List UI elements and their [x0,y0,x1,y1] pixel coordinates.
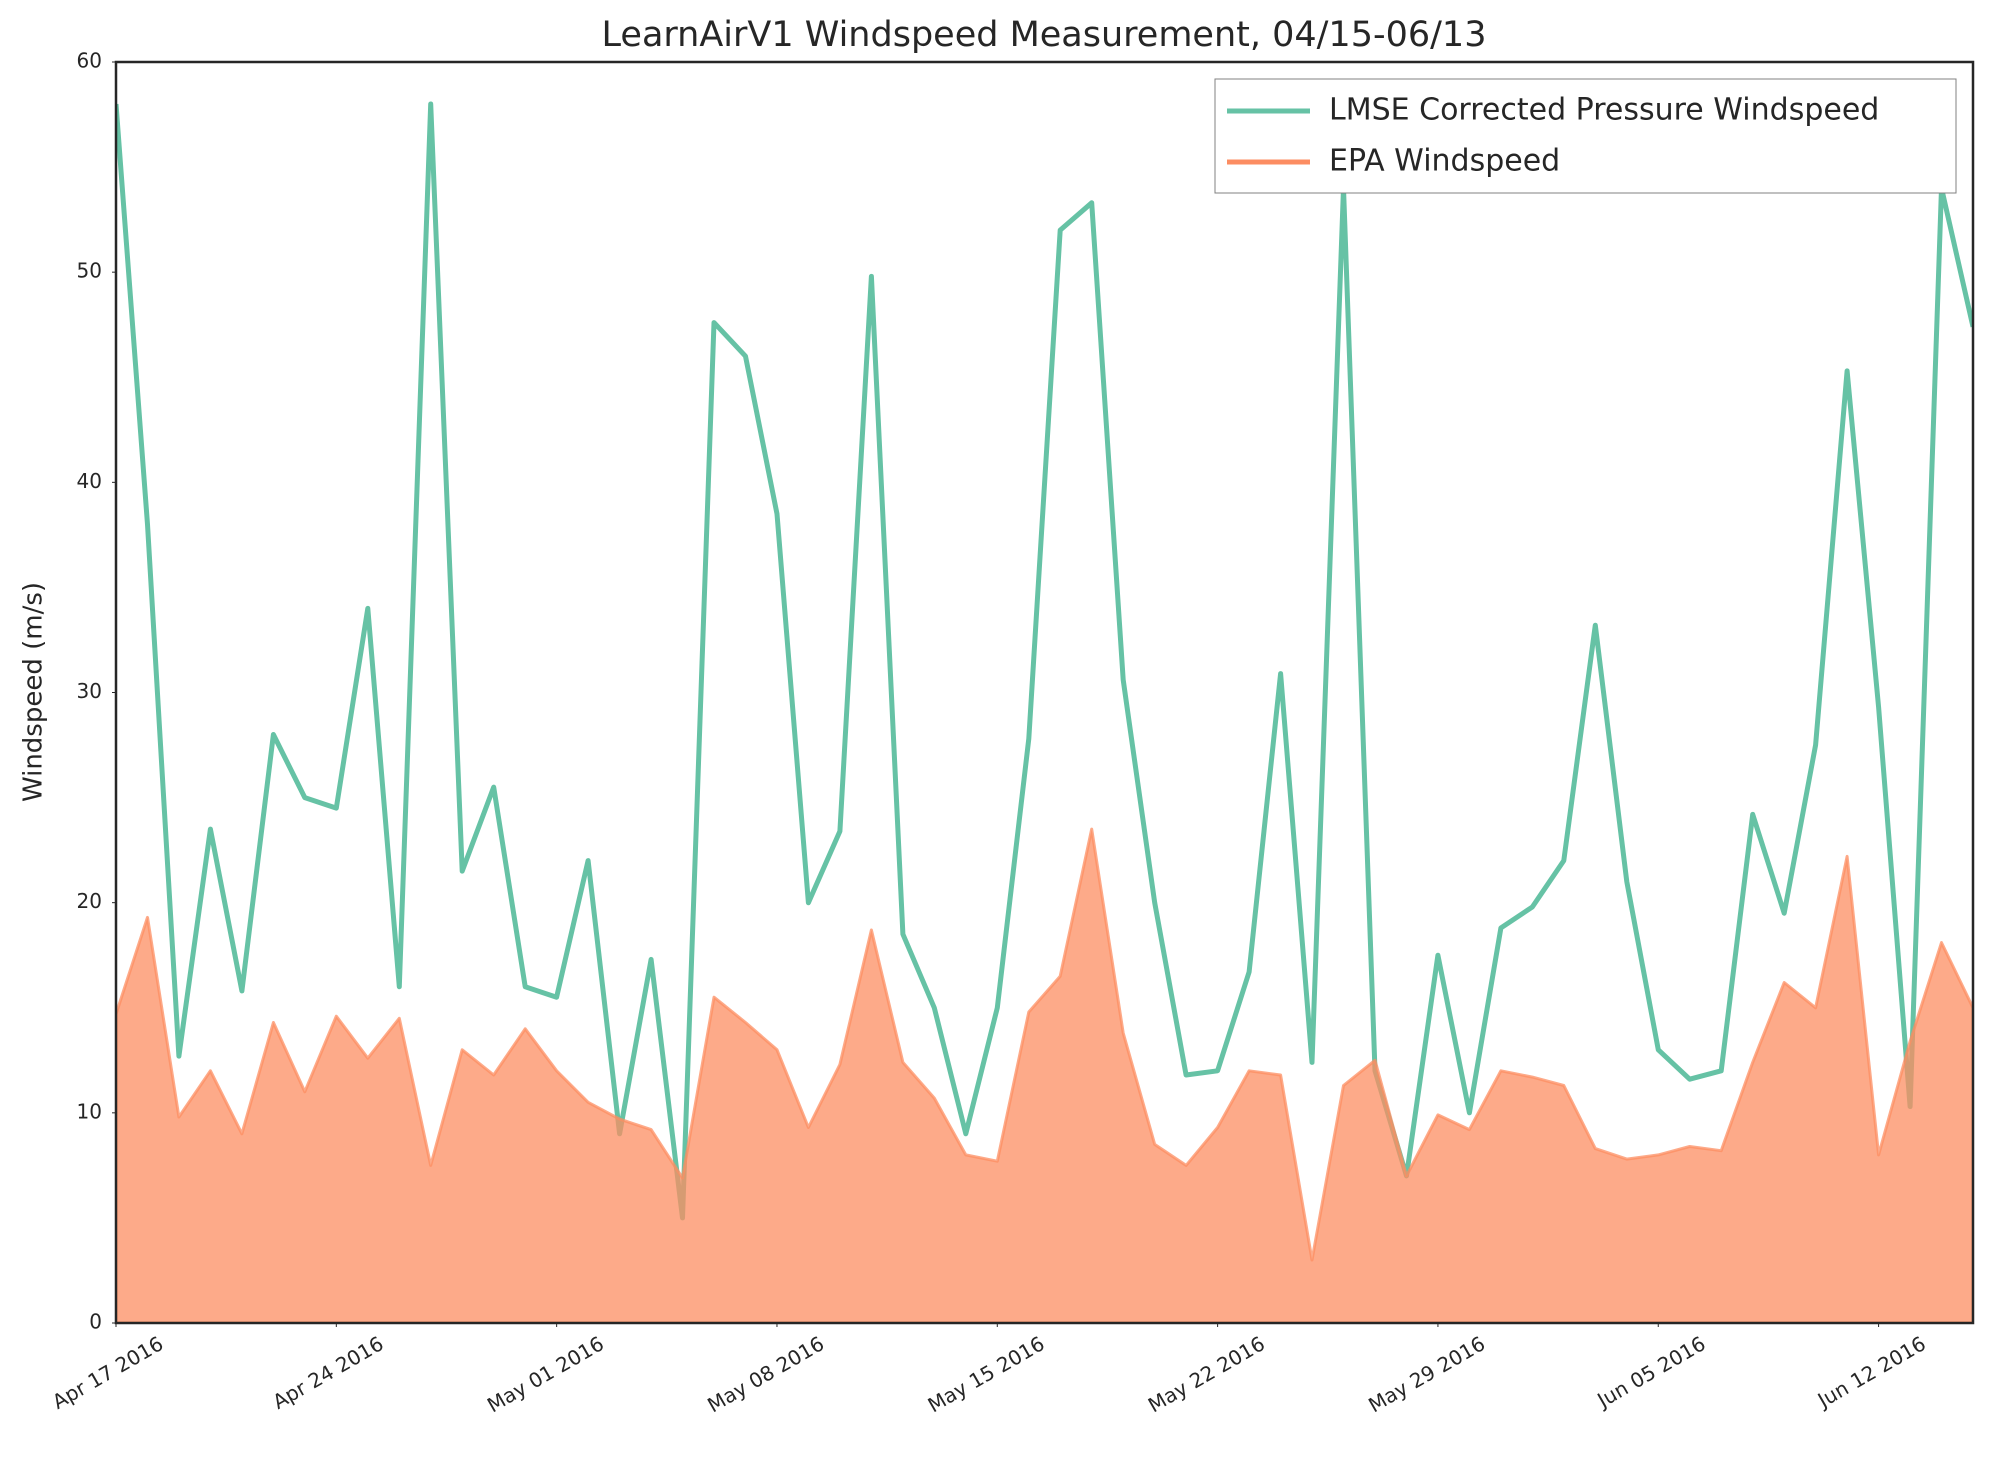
legend-label: EPA Windspeed [1329,144,1560,179]
plot-area [116,101,1973,1323]
x-tick-label: May 01 2016 [483,1331,608,1417]
series-line [116,101,1973,1221]
chart-title: LearnAirV1 Windspeed Measurement, 04/15-… [602,15,1487,55]
y-tick-label: 0 [89,1310,102,1334]
y-tick-label: 50 [77,259,102,283]
legend-box [1214,78,1957,194]
x-tick-label: May 15 2016 [924,1331,1049,1417]
x-tick-label: May 08 2016 [703,1331,828,1417]
series-area [116,827,1973,1323]
y-tick-label: 60 [77,49,102,73]
legend-label: LMSE Corrected Pressure Windspeed [1329,93,1879,128]
x-tick-label: May 29 2016 [1364,1331,1489,1417]
y-tick-label: 20 [77,889,102,913]
x-tick-label: Apr 17 2016 [48,1331,167,1414]
y-tick-label: 10 [77,1099,102,1123]
x-tick-label: Apr 24 2016 [268,1331,387,1414]
y-axis-label: Windspeed (m/s) [19,582,49,802]
plot-frame [114,60,1975,1325]
x-tick-label: Jun 05 2016 [1592,1331,1710,1413]
y-tick-label: 40 [77,469,102,493]
x-tick-label: Jun 12 2016 [1812,1331,1930,1413]
x-tick-label: May 22 2016 [1144,1331,1269,1417]
y-tick-label: 30 [77,679,102,703]
